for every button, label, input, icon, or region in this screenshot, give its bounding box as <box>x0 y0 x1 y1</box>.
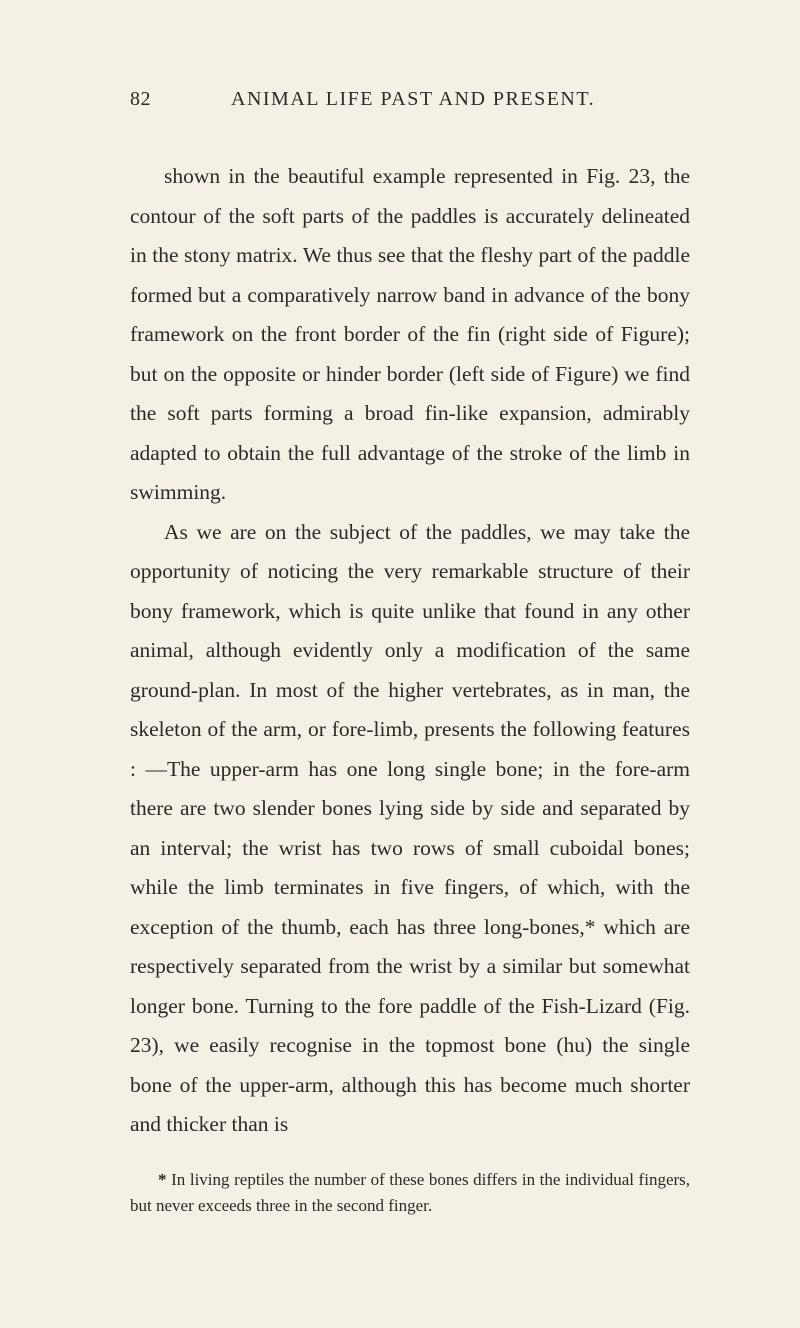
footnote: * In living reptiles the number of these… <box>130 1167 690 1219</box>
paragraph-1: shown in the beautiful example represent… <box>130 157 690 513</box>
page: 82 ANIMAL LIFE PAST AND PRESENT. shown i… <box>0 0 800 1328</box>
footnote-marker: * <box>158 1170 167 1189</box>
footnote-text: In living reptiles the number of these b… <box>130 1170 690 1215</box>
body-text: shown in the beautiful example represent… <box>130 157 690 1145</box>
page-header: 82 ANIMAL LIFE PAST AND PRESENT. <box>130 88 690 111</box>
running-title: ANIMAL LIFE PAST AND PRESENT. <box>231 88 595 111</box>
paragraph-2: As we are on the subject of the paddles,… <box>130 513 690 1145</box>
page-number: 82 <box>130 88 151 111</box>
